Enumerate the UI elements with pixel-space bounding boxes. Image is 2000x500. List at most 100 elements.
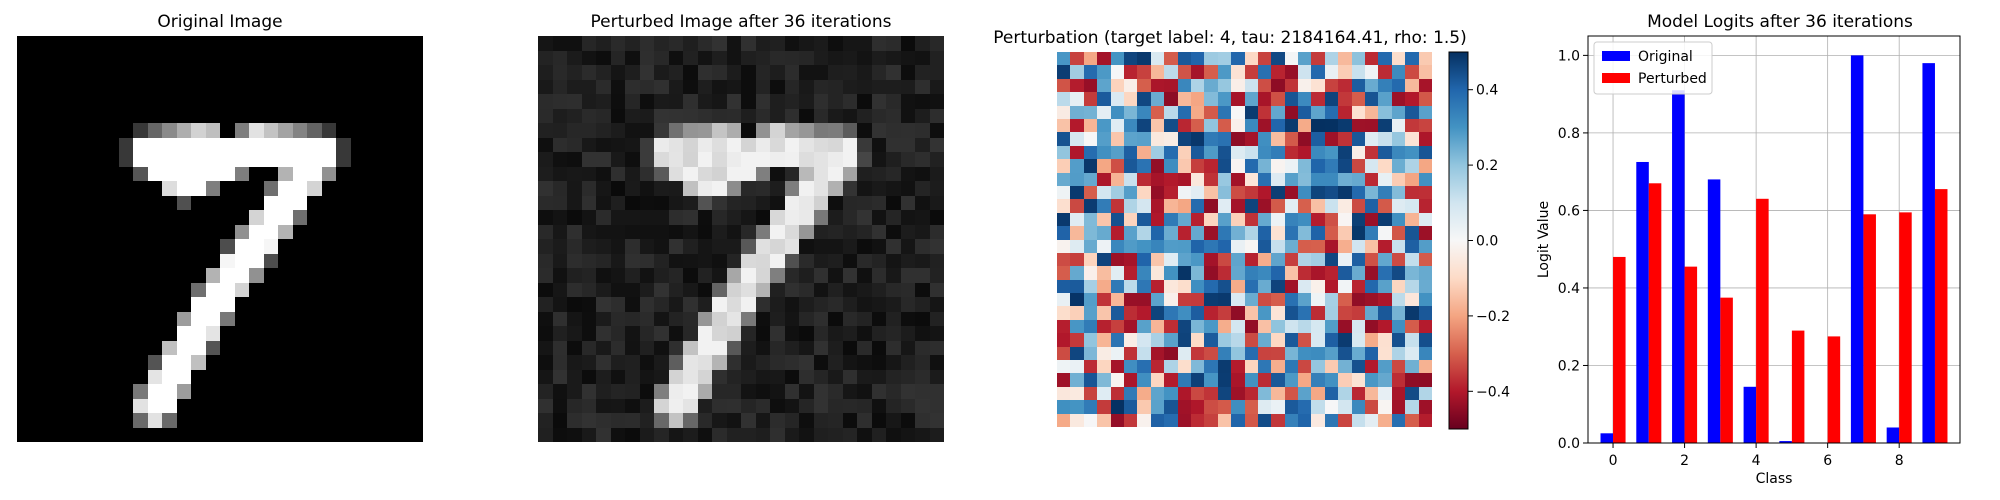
pixel bbox=[1298, 279, 1312, 294]
pixel bbox=[394, 268, 409, 283]
pixel bbox=[60, 311, 75, 326]
pixel bbox=[1405, 105, 1419, 119]
pixel bbox=[1123, 145, 1138, 160]
pixel bbox=[1391, 279, 1406, 294]
pixel bbox=[755, 253, 770, 268]
pixel bbox=[581, 384, 596, 399]
pixel bbox=[1070, 413, 1084, 427]
pixel bbox=[31, 384, 46, 399]
pixel bbox=[1338, 400, 1352, 414]
pixel bbox=[625, 239, 640, 254]
pixel bbox=[205, 195, 220, 210]
pixel bbox=[1351, 306, 1366, 320]
pixel bbox=[46, 50, 61, 65]
pixel bbox=[610, 369, 625, 384]
pixel bbox=[89, 253, 104, 268]
pixel bbox=[249, 369, 264, 384]
pixel bbox=[1244, 65, 1258, 79]
pixel bbox=[915, 108, 930, 123]
pixel bbox=[365, 94, 380, 109]
pixel bbox=[350, 181, 365, 196]
pixel bbox=[321, 297, 336, 312]
pixel bbox=[1083, 159, 1098, 173]
pixel bbox=[1365, 400, 1379, 414]
pixel bbox=[321, 311, 336, 326]
pixel bbox=[1298, 386, 1312, 401]
pixel bbox=[799, 282, 814, 297]
pixel bbox=[1244, 279, 1258, 294]
pixel bbox=[828, 268, 843, 283]
pixel bbox=[639, 239, 654, 254]
pixel bbox=[17, 384, 32, 399]
pixel bbox=[60, 239, 75, 254]
y-tick-label: 1.0 bbox=[1558, 48, 1580, 64]
pixel bbox=[712, 253, 727, 268]
pixel bbox=[263, 369, 278, 384]
pixel bbox=[668, 369, 683, 384]
pixel bbox=[596, 50, 611, 65]
pixel bbox=[408, 413, 423, 428]
pixel bbox=[31, 50, 46, 65]
pixel bbox=[755, 137, 770, 152]
pixel bbox=[1378, 145, 1392, 160]
original-bar bbox=[1636, 161, 1649, 443]
pixel bbox=[133, 311, 148, 326]
pixel bbox=[842, 427, 857, 442]
pixel bbox=[1137, 145, 1151, 160]
pixel bbox=[1284, 199, 1299, 213]
pixel bbox=[1351, 252, 1366, 267]
pixel bbox=[162, 123, 177, 138]
pixel bbox=[379, 36, 394, 51]
pixel bbox=[394, 65, 409, 80]
pixel bbox=[379, 195, 394, 210]
pixel bbox=[1177, 279, 1191, 294]
pixel bbox=[220, 210, 235, 225]
pixel bbox=[668, 253, 683, 268]
pixel bbox=[1284, 293, 1299, 307]
pixel bbox=[1391, 172, 1406, 186]
pixel bbox=[567, 268, 582, 283]
pixel bbox=[857, 152, 872, 167]
pixel bbox=[596, 79, 611, 94]
pixel bbox=[350, 384, 365, 399]
pixel bbox=[683, 355, 698, 370]
pixel bbox=[17, 297, 32, 312]
pixel bbox=[1324, 65, 1339, 79]
pixel bbox=[350, 253, 365, 268]
pixel bbox=[1244, 386, 1258, 401]
pixel bbox=[118, 224, 133, 239]
pixel bbox=[147, 50, 162, 65]
pixel bbox=[929, 195, 944, 210]
pixel bbox=[1284, 159, 1299, 173]
pixel bbox=[191, 326, 206, 341]
pixel bbox=[929, 108, 944, 123]
pixel bbox=[46, 340, 61, 355]
pixel bbox=[828, 210, 843, 225]
pixel bbox=[581, 297, 596, 312]
pixel bbox=[755, 166, 770, 181]
pixel bbox=[191, 355, 206, 370]
pixel bbox=[886, 355, 901, 370]
pixel bbox=[1365, 386, 1379, 401]
pixel bbox=[1298, 226, 1312, 240]
original-bar bbox=[1743, 386, 1757, 443]
pixel bbox=[1083, 400, 1098, 414]
original-image-title: Original Image bbox=[157, 12, 283, 32]
pixel bbox=[1338, 386, 1352, 401]
pixel bbox=[538, 152, 553, 167]
pixel bbox=[1083, 266, 1098, 280]
pixel bbox=[871, 282, 886, 297]
pixel bbox=[234, 123, 249, 138]
pixel bbox=[220, 413, 235, 428]
pixel bbox=[770, 340, 785, 355]
pixel bbox=[292, 108, 307, 123]
pixel bbox=[1257, 172, 1272, 186]
pixel bbox=[118, 384, 133, 399]
pixel bbox=[1405, 386, 1419, 401]
pixel bbox=[784, 65, 799, 80]
pixel bbox=[538, 123, 553, 138]
pixel bbox=[1164, 319, 1178, 334]
pixel bbox=[1391, 306, 1406, 320]
pixel bbox=[89, 50, 104, 65]
